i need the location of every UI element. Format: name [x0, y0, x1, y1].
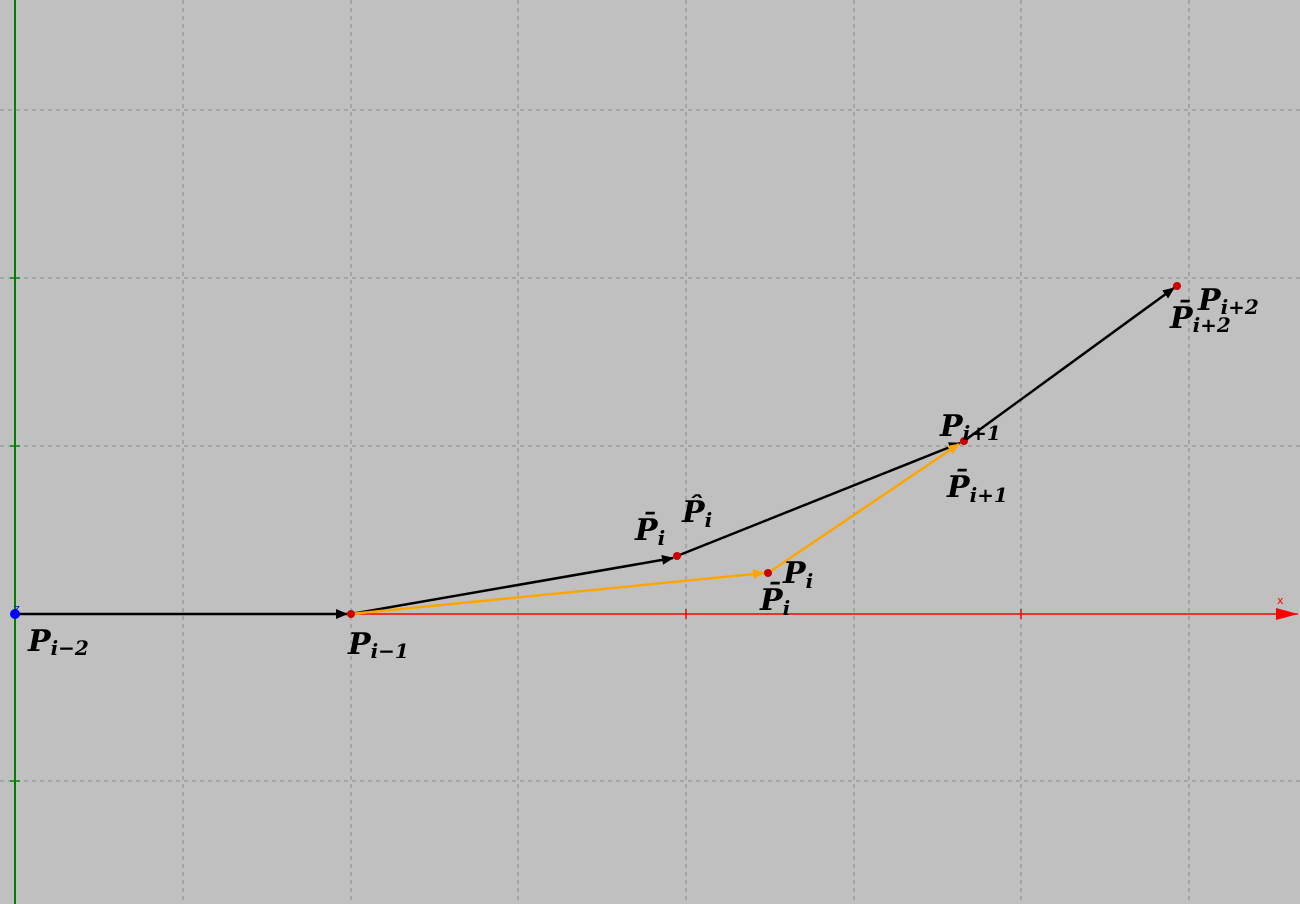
- point-pip2: [1173, 282, 1181, 290]
- vector-phat-i-to-pip1: [676, 441, 961, 558]
- label-pbar-i-bottom: P̄i: [759, 582, 790, 620]
- vector-pim1-to-pi: [350, 569, 765, 616]
- orange-vectors: [350, 442, 960, 616]
- label-pbar-ip2: P̄i+2: [1169, 300, 1231, 337]
- label-pbar-i-top: P̄i: [634, 512, 665, 550]
- vector-pim1-to-phat-i: [350, 554, 674, 616]
- point-pim1: [347, 610, 355, 618]
- point-pi: [764, 569, 772, 577]
- label-p-im2: Pi−2: [27, 624, 89, 660]
- vertical-axis-ticks: [10, 277, 20, 782]
- point-origin: [10, 609, 20, 619]
- label-p-im1: Pi−1: [347, 627, 409, 663]
- label-p-i: Pi: [782, 556, 813, 593]
- vector-pi-to-pip1: [767, 442, 960, 575]
- z-axis-label: z: [14, 602, 20, 615]
- label-pbar-ip1: P̄i+1: [946, 469, 1008, 507]
- black-vectors: [15, 286, 1175, 619]
- label-p-ip2: Pi+2: [1197, 283, 1259, 319]
- point-pip1: [960, 437, 968, 445]
- vector-pip1-to-pip2: [963, 286, 1175, 443]
- point-phat-i: [673, 552, 681, 560]
- x-axis-ticks: [685, 609, 1022, 619]
- label-p-ip1: Pi+1: [939, 409, 1001, 445]
- x-axis-label: x: [1277, 594, 1284, 607]
- label-phat-i: P̂i: [681, 495, 712, 532]
